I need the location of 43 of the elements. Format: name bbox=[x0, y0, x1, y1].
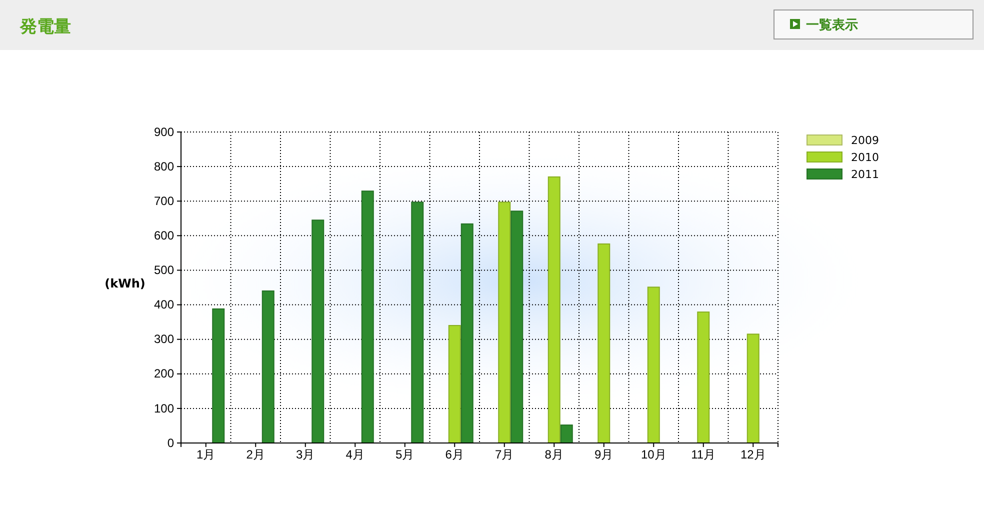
bar bbox=[312, 220, 324, 444]
bar bbox=[548, 176, 560, 444]
x-tick-label: 8月 bbox=[544, 448, 564, 462]
button: 一覧表示 bbox=[774, 10, 974, 40]
x-tick-label: 9月 bbox=[594, 448, 614, 462]
bar bbox=[560, 424, 573, 444]
x-tick-label: 4月 bbox=[346, 448, 364, 462]
legend-label: 2009 bbox=[851, 134, 879, 147]
y-tick-label: 400 bbox=[154, 298, 174, 312]
x-tick-label: 11月 bbox=[691, 448, 716, 462]
bar bbox=[460, 223, 474, 444]
bar bbox=[212, 308, 225, 444]
bar bbox=[498, 202, 511, 444]
x-tick-label: 1月 bbox=[196, 448, 216, 462]
y-tick-label: 800 bbox=[154, 159, 174, 174]
bar bbox=[746, 334, 760, 444]
x-tick-label: 2月 bbox=[246, 448, 265, 462]
bar bbox=[411, 202, 424, 444]
bar bbox=[361, 190, 374, 444]
x-tick-label: 12月 bbox=[740, 448, 766, 462]
y-tick-label: 300 bbox=[154, 332, 174, 346]
legend-label: 2010 bbox=[851, 151, 879, 164]
y-tick-label: 900 bbox=[154, 124, 174, 139]
chart-title: 発電量 bbox=[19, 17, 71, 37]
y-tick-label: 600 bbox=[154, 228, 174, 243]
legend-label: 2011 bbox=[851, 168, 879, 181]
x-tick-label: 7月 bbox=[495, 448, 514, 462]
y-tick-label: 700 bbox=[154, 194, 174, 208]
bar bbox=[697, 312, 710, 444]
y-tick-label: 200 bbox=[154, 366, 174, 381]
bar bbox=[262, 290, 274, 444]
x-tick-label: 3月 bbox=[296, 448, 315, 462]
x-tick-label: 5月 bbox=[396, 448, 414, 462]
bar bbox=[448, 325, 461, 444]
y-tick-label: 100 bbox=[154, 401, 174, 416]
bar bbox=[510, 210, 524, 444]
y-axis-title: (kWh) bbox=[104, 276, 146, 290]
bar bbox=[598, 243, 610, 444]
x-tick-label: 6月 bbox=[445, 448, 464, 462]
y-tick-label: 0 bbox=[167, 436, 174, 450]
y-tick-label: 500 bbox=[154, 263, 174, 278]
x-tick-label: 10月 bbox=[640, 448, 666, 462]
bar bbox=[647, 286, 660, 444]
